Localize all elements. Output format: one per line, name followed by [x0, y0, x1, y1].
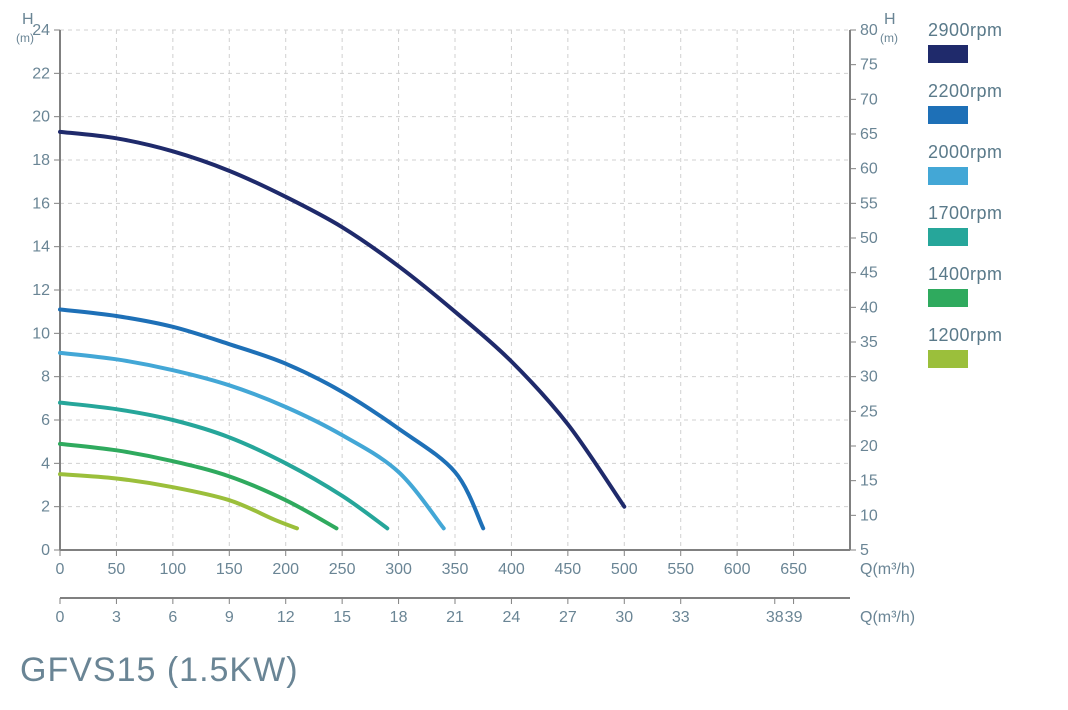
legend-swatch	[928, 167, 968, 185]
svg-text:0: 0	[56, 609, 65, 626]
svg-text:18: 18	[32, 152, 50, 169]
svg-text:H: H	[22, 11, 34, 28]
pump-curve-chart: 024681012141618202224H(m)510152025303540…	[0, 0, 930, 670]
svg-text:16: 16	[32, 195, 50, 212]
svg-text:(m): (m)	[880, 31, 898, 45]
svg-text:2: 2	[41, 499, 50, 516]
svg-text:(m): (m)	[16, 31, 34, 45]
svg-text:24: 24	[503, 609, 521, 626]
svg-text:60: 60	[860, 161, 878, 178]
svg-text:6: 6	[168, 609, 177, 626]
svg-text:100: 100	[160, 561, 187, 578]
legend-label: 1200rpm	[928, 325, 1048, 346]
svg-text:65: 65	[860, 126, 878, 143]
legend-label: 2200rpm	[928, 81, 1048, 102]
legend-item: 2200rpm	[928, 81, 1048, 124]
svg-text:350: 350	[442, 561, 469, 578]
svg-text:30: 30	[860, 369, 878, 386]
svg-text:300: 300	[385, 561, 412, 578]
svg-text:27: 27	[559, 609, 577, 626]
legend-label: 2000rpm	[928, 142, 1048, 163]
svg-text:18: 18	[390, 609, 408, 626]
svg-text:3: 3	[112, 609, 121, 626]
svg-text:30: 30	[615, 609, 633, 626]
svg-text:20: 20	[32, 109, 50, 126]
svg-text:9: 9	[225, 609, 234, 626]
legend-item: 1400rpm	[928, 264, 1048, 307]
chart-container: 024681012141618202224H(m)510152025303540…	[0, 0, 1068, 710]
svg-text:4: 4	[41, 455, 50, 472]
svg-text:12: 12	[277, 609, 295, 626]
svg-text:250: 250	[329, 561, 356, 578]
svg-text:21: 21	[446, 609, 464, 626]
svg-text:10: 10	[860, 507, 878, 524]
svg-text:12: 12	[32, 282, 50, 299]
svg-text:6: 6	[41, 412, 50, 429]
svg-text:45: 45	[860, 265, 878, 282]
svg-text:39: 39	[785, 609, 803, 626]
svg-text:35: 35	[860, 334, 878, 351]
svg-text:5: 5	[860, 542, 869, 559]
svg-text:25: 25	[860, 403, 878, 420]
legend-label: 2900rpm	[928, 20, 1048, 41]
svg-text:150: 150	[216, 561, 243, 578]
svg-text:50: 50	[108, 561, 126, 578]
legend-swatch	[928, 350, 968, 368]
legend-label: 1400rpm	[928, 264, 1048, 285]
legend-item: 2000rpm	[928, 142, 1048, 185]
svg-text:500: 500	[611, 561, 638, 578]
svg-text:550: 550	[667, 561, 694, 578]
svg-text:10: 10	[32, 325, 50, 342]
svg-text:Q(m³/h): Q(m³/h)	[860, 609, 915, 626]
legend-swatch	[928, 289, 968, 307]
svg-text:15: 15	[860, 473, 878, 490]
svg-text:650: 650	[780, 561, 807, 578]
legend-item: 2900rpm	[928, 20, 1048, 63]
svg-text:75: 75	[860, 57, 878, 74]
chart-caption: GFVS15 (1.5KW)	[20, 651, 299, 690]
svg-text:0: 0	[56, 561, 65, 578]
svg-text:H: H	[884, 11, 896, 28]
svg-text:14: 14	[32, 239, 50, 256]
svg-text:50: 50	[860, 230, 878, 247]
svg-text:20: 20	[860, 438, 878, 455]
legend-swatch	[928, 45, 968, 63]
legend-swatch	[928, 106, 968, 124]
legend-item: 1200rpm	[928, 325, 1048, 368]
svg-text:400: 400	[498, 561, 525, 578]
svg-text:200: 200	[272, 561, 299, 578]
legend-item: 1700rpm	[928, 203, 1048, 246]
svg-text:22: 22	[32, 65, 50, 82]
svg-text:Q(m³/h): Q(m³/h)	[860, 561, 915, 578]
svg-text:24: 24	[32, 22, 50, 39]
svg-text:40: 40	[860, 299, 878, 316]
legend-label: 1700rpm	[928, 203, 1048, 224]
svg-text:33: 33	[672, 609, 690, 626]
svg-text:600: 600	[724, 561, 751, 578]
svg-text:55: 55	[860, 195, 878, 212]
svg-text:80: 80	[860, 22, 878, 39]
svg-text:15: 15	[333, 609, 351, 626]
svg-text:70: 70	[860, 91, 878, 108]
svg-text:8: 8	[41, 369, 50, 386]
legend-swatch	[928, 228, 968, 246]
svg-text:0: 0	[41, 542, 50, 559]
svg-text:450: 450	[555, 561, 582, 578]
legend: 2900rpm 2200rpm 2000rpm 1700rpm 1400rpm 1200r…	[928, 20, 1048, 386]
svg-text:38: 38	[766, 609, 784, 626]
